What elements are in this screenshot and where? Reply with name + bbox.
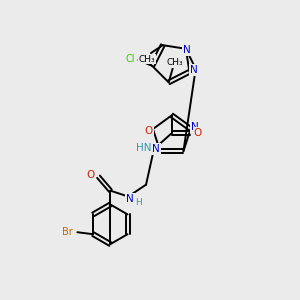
- Text: N: N: [191, 122, 199, 132]
- Text: HN: HN: [136, 143, 152, 153]
- Text: O: O: [194, 128, 202, 138]
- Text: H: H: [135, 198, 142, 207]
- Text: N: N: [126, 194, 134, 203]
- Text: Br: Br: [62, 227, 73, 237]
- Text: N: N: [152, 144, 160, 154]
- Text: N: N: [190, 65, 197, 75]
- Text: CH₃: CH₃: [139, 55, 155, 64]
- Text: O: O: [86, 170, 95, 180]
- Text: CH₃: CH₃: [166, 58, 183, 67]
- Text: O: O: [145, 126, 153, 136]
- Text: N: N: [183, 45, 191, 55]
- Text: Cl: Cl: [126, 54, 135, 64]
